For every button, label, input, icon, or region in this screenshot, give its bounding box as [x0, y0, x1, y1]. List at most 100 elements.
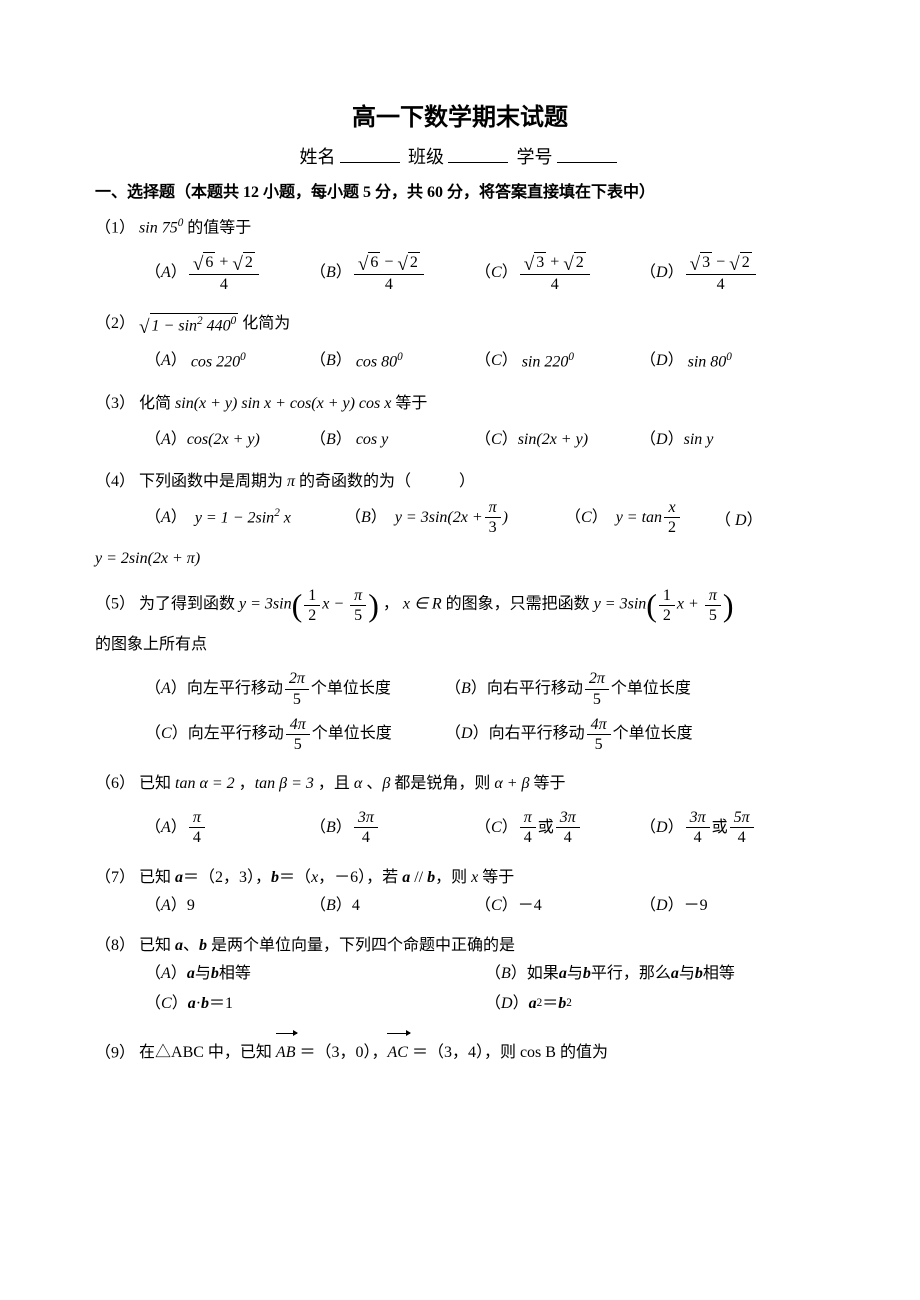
q2-stem-post: 化简为 — [242, 315, 290, 332]
label-b2: B — [326, 349, 336, 373]
q6c-or: 或 — [538, 816, 554, 840]
name-blank[interactable] — [340, 144, 400, 163]
q4-option-b: （ B） y = 3sin(2x + π3) — [345, 498, 565, 537]
label-b8: B — [501, 962, 511, 986]
q5b-post: 个单位长度 — [611, 677, 691, 701]
question-8: （8） 已知 a、b 是两个单位向量，下列四个命题中正确的是 （A）a 与 b … — [95, 934, 825, 1022]
q7-stem: 已知 a＝（2，3），b＝（x，－6），若 a // b，则 x 等于 — [139, 869, 514, 886]
q2-option-b: （B） cos 800 — [310, 349, 475, 374]
q3d: sin y — [684, 428, 714, 452]
q5-b2d: 5 — [705, 606, 721, 625]
q7-option-b: （B）4 — [310, 894, 475, 918]
q5-b1d: 2 — [659, 606, 675, 625]
question-2: （2） √1 − sin2 4400 化简为 （A） cos 2200 （B） … — [95, 312, 825, 380]
question-3: （3） 化简 sin(x + y) sin x + cos(x + y) cos… — [95, 392, 825, 458]
q4-option-c: （ C） y = tanx2 — [565, 498, 715, 537]
q2-option-c: （C） sin 2200 — [475, 349, 640, 374]
q5b-d: 5 — [585, 690, 609, 709]
q5-num: （5） — [95, 596, 135, 613]
label-a2: A — [161, 349, 171, 373]
q1-option-b: （B） √6 − √24 — [310, 252, 475, 294]
q5b-pre: 向右平行移动 — [487, 677, 583, 701]
q6c-n1: π — [520, 808, 536, 828]
class-blank[interactable] — [448, 144, 508, 163]
q6d-d2: 4 — [730, 828, 754, 847]
q1-option-c: （C） √3 + √24 — [475, 252, 640, 294]
q5-b2n: π — [705, 586, 721, 606]
class-label: 班级 — [408, 147, 444, 167]
q3a: cos(2x + y) — [187, 428, 260, 452]
name-label: 姓名 — [300, 147, 336, 167]
q3-option-b: （B） cos y — [310, 428, 475, 452]
q8-stem: 已知 a、b 是两个单位向量，下列四个命题中正确的是 — [139, 937, 515, 954]
q1-option-d: （D） √3 − √24 — [640, 252, 805, 294]
q4b-num: π — [485, 498, 501, 518]
q5-a1n: 1 — [304, 586, 320, 606]
q7c: －4 — [518, 894, 542, 918]
q5c-n: 4π — [286, 715, 310, 735]
q9-stem: 在△ABC 中，已知 AB ＝（3，0），AC ＝（3，4），则 cos B 的… — [139, 1044, 608, 1061]
label-d7: D — [656, 894, 668, 918]
label-d2: D — [656, 349, 668, 373]
q4c-num: x — [664, 498, 680, 518]
q6c-n2: 3π — [556, 808, 580, 828]
q1-option-a: （A） √6 + √24 — [145, 252, 310, 294]
label-a6: A — [161, 816, 171, 840]
q5-stem-a: 为了得到函数 — [139, 596, 239, 613]
q3b: cos y — [356, 428, 388, 452]
q5-a2d: 5 — [350, 606, 366, 625]
q4-stem: 下列函数中是周期为 π 的奇函数的为（ ） — [139, 473, 475, 490]
label-b4: B — [361, 506, 371, 530]
question-5: （5） 为了得到函数 y = 3sin(12x − π5) ， x ∈ R 的图… — [95, 581, 825, 760]
q2-num: （2） — [95, 315, 135, 332]
label-c3: C — [491, 428, 502, 452]
id-label: 学号 — [517, 147, 553, 167]
q6a-d: 4 — [189, 828, 205, 847]
label-d3: D — [656, 428, 668, 452]
q7b: 4 — [352, 894, 360, 918]
q5a-d: 5 — [285, 690, 309, 709]
label-d: D — [656, 261, 668, 285]
q4b-den: 3 — [485, 518, 501, 537]
q5d-n: 4π — [587, 715, 611, 735]
q7a: 9 — [187, 894, 195, 918]
label-d6: D — [656, 816, 668, 840]
label-c7: C — [491, 894, 502, 918]
q5c-pre: 向左平行移动 — [188, 722, 284, 746]
question-1: （1） sin 750 的值等于 （A） √6 + √24 （B） √6 − √… — [95, 215, 825, 300]
q9-acval: ＝（3，4），则 cos B 的值为 — [408, 1044, 608, 1061]
question-7: （7） 已知 a＝（2，3），b＝（x，－6），若 a // b，则 x 等于 … — [95, 866, 825, 924]
q1c-den: 4 — [520, 275, 590, 294]
q5c-d: 5 — [286, 735, 310, 754]
question-6: （6） 已知 tan α = 2 ，tan β = 3 ，且 α 、β 都是锐角… — [95, 772, 825, 853]
q5-option-d: （D）向右平行移动4π5个单位长度 — [445, 715, 745, 754]
label-c4: C — [581, 506, 592, 530]
label-a: A — [161, 261, 171, 285]
q2-option-a: （A） cos 2200 — [145, 349, 310, 374]
label-b6: B — [326, 816, 336, 840]
q1-stem-pre: sin 75 — [139, 219, 178, 236]
q3-option-c: （C）sin(2x + y) — [475, 428, 640, 452]
label-b7: B — [326, 894, 336, 918]
q8-option-c: （C）a · b＝1 — [145, 992, 485, 1016]
q5a-n: 2π — [285, 669, 309, 689]
q5d-d: 5 — [587, 735, 611, 754]
label-b5: B — [461, 677, 471, 701]
q6b-n: 3π — [354, 808, 378, 828]
q5b-n: 2π — [585, 669, 609, 689]
q3-option-d: （D）sin y — [640, 428, 805, 452]
q5-stem-c: 的图象上所有点 — [95, 633, 825, 657]
q6d-n2: 5π — [730, 808, 754, 828]
q6-stem: 已知 tan α = 2 ，tan β = 3 ，且 α 、β 都是锐角，则 α… — [139, 775, 566, 792]
id-blank[interactable] — [557, 144, 617, 163]
q5-a2n: π — [350, 586, 366, 606]
q4-option-d-label: （ D） — [715, 509, 763, 533]
q3c: sin(2x + y) — [518, 428, 588, 452]
q6-option-c: （C）π4或3π4 — [475, 808, 640, 847]
q6d-n1: 3π — [686, 808, 710, 828]
q4c-den: 2 — [664, 518, 680, 537]
q7d: －9 — [684, 894, 708, 918]
q5-fn1: y = 3sin — [239, 596, 292, 613]
q4d: y = 2sin(2x + π) — [95, 550, 200, 567]
q6b-d: 4 — [354, 828, 378, 847]
